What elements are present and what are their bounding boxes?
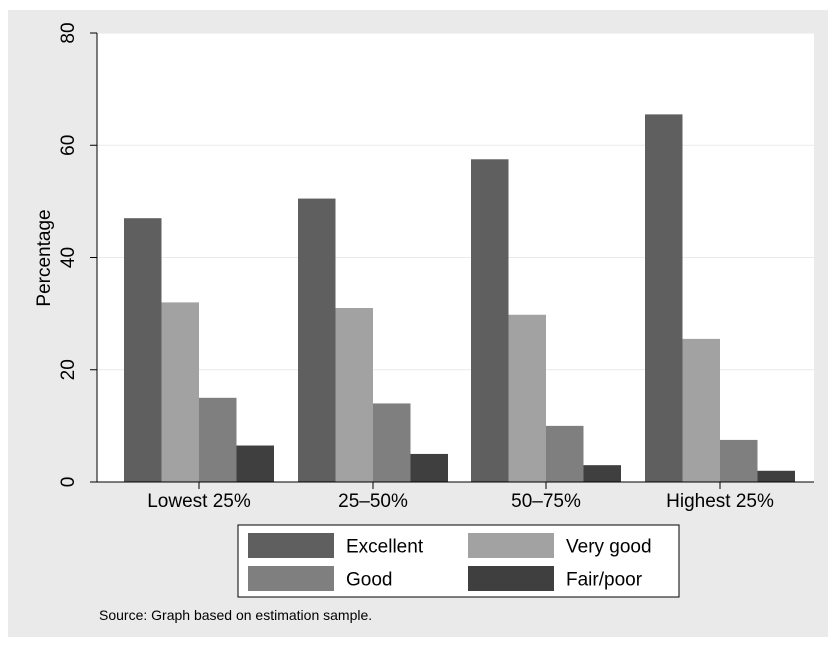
x-tick-label: Lowest 25%	[147, 491, 251, 512]
x-axis-ticks: Lowest 25% 25–50% 50–75% Highest 25%	[147, 482, 774, 512]
legend-swatch-excellent	[248, 533, 334, 558]
bar-fair-poor-3	[583, 465, 621, 482]
bar-fair-poor-4	[757, 470, 795, 482]
legend: Excellent Very good Good Fair/poor	[237, 524, 680, 598]
bar-very-good-2	[335, 308, 373, 482]
y-tick-label: 80	[58, 22, 79, 43]
legend-label-good: Good	[346, 570, 392, 591]
legend-swatch-fair-poor	[468, 566, 554, 591]
y-tick-label: 40	[58, 247, 79, 268]
x-tick-label: 50–75%	[511, 491, 581, 512]
bar-good-2	[373, 403, 411, 482]
bar-good-1	[199, 397, 237, 482]
bar-good-4	[720, 439, 758, 482]
bar-excellent-1	[124, 218, 162, 482]
x-tick-label: 25–50%	[338, 491, 408, 512]
y-tick-label: 0	[58, 477, 79, 488]
y-tick-label: 20	[58, 359, 79, 380]
legend-label-very-good: Very good	[566, 537, 652, 558]
bars	[124, 114, 795, 482]
bar-very-good-4	[682, 338, 720, 482]
bar-fair-poor-1	[236, 445, 274, 482]
bar-very-good-1	[161, 302, 199, 482]
legend-swatch-very-good	[468, 533, 554, 558]
legend-swatch-good	[248, 566, 334, 591]
y-axis-ticks: 0 20 40 60 80	[58, 22, 97, 487]
bar-excellent-3	[471, 159, 509, 482]
bar-excellent-2	[298, 198, 336, 482]
source-note: Source: Graph based on estimation sample…	[99, 607, 372, 623]
bar-excellent-4	[645, 114, 683, 482]
bar-very-good-3	[508, 314, 546, 482]
legend-label-excellent: Excellent	[346, 537, 424, 558]
bar-fair-poor-2	[410, 453, 448, 482]
legend-label-fair-poor: Fair/poor	[566, 570, 643, 591]
y-tick-label: 60	[58, 135, 79, 156]
x-tick-label: Highest 25%	[666, 491, 774, 512]
bar-good-3	[546, 425, 584, 482]
y-axis-label: Percentage	[34, 209, 55, 306]
